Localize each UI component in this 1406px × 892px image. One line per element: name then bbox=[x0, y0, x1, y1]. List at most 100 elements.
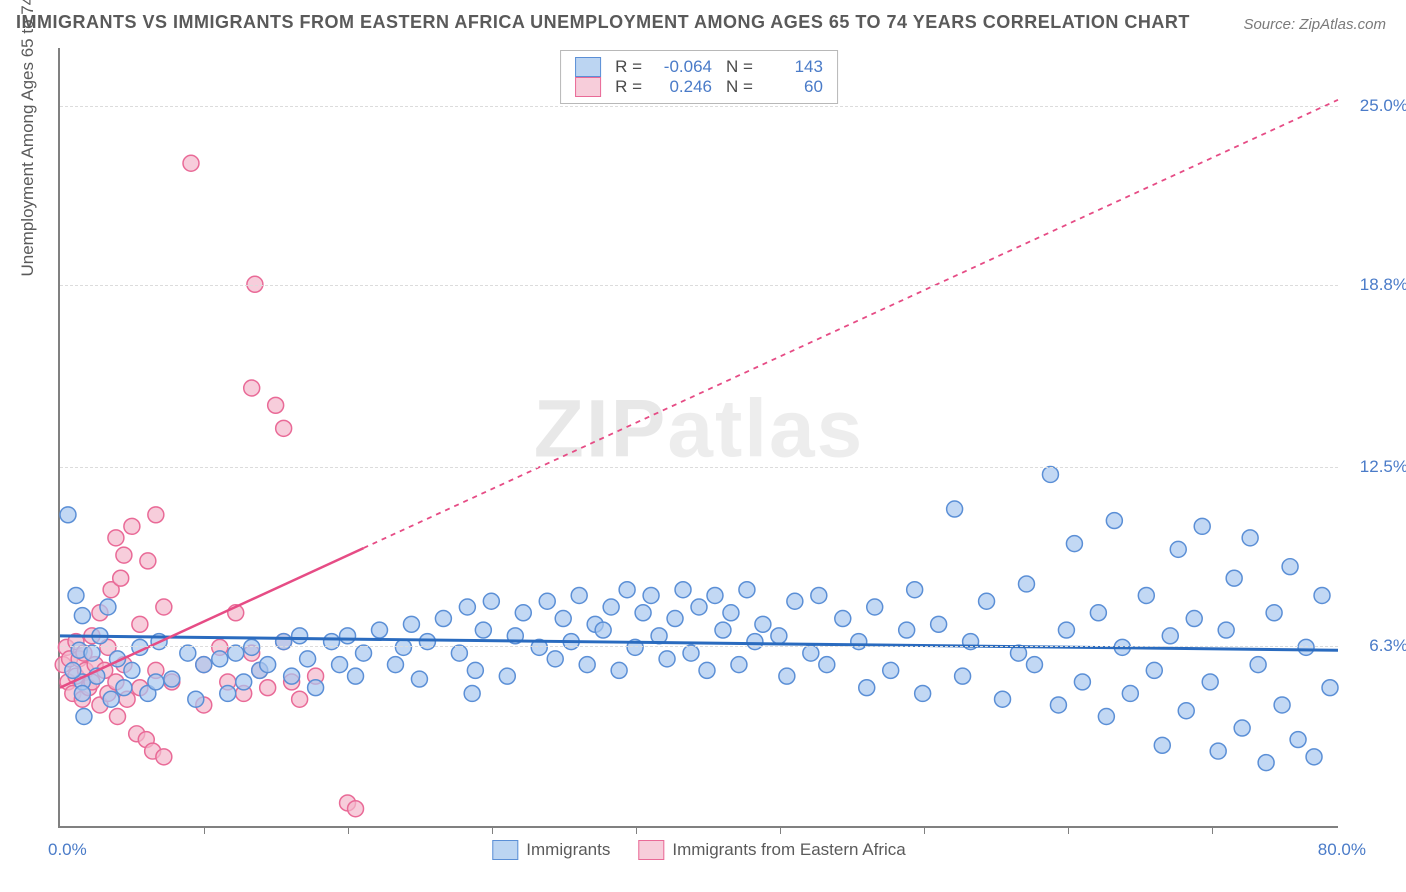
data-point bbox=[348, 801, 364, 817]
data-point bbox=[124, 662, 140, 678]
data-point bbox=[340, 628, 356, 644]
data-point bbox=[1122, 685, 1138, 701]
data-point bbox=[979, 593, 995, 609]
data-point bbox=[113, 570, 129, 586]
data-point bbox=[467, 662, 483, 678]
data-point bbox=[459, 599, 475, 615]
data-point bbox=[244, 380, 260, 396]
chart-plot-area: ZIPatlas R = -0.064 N = 143 R = 0.246 N … bbox=[58, 48, 1338, 828]
data-point bbox=[859, 680, 875, 696]
data-point bbox=[276, 420, 292, 436]
data-point bbox=[643, 588, 659, 604]
data-point bbox=[1322, 680, 1338, 696]
data-point bbox=[188, 691, 204, 707]
y-tick-label: 12.5% bbox=[1360, 457, 1406, 477]
data-point bbox=[244, 639, 260, 655]
legend-swatch-1 bbox=[492, 840, 518, 860]
data-point bbox=[699, 662, 715, 678]
data-point bbox=[747, 634, 763, 650]
data-point bbox=[65, 662, 81, 678]
data-point bbox=[1106, 513, 1122, 529]
data-point bbox=[356, 645, 372, 661]
data-point bbox=[635, 605, 651, 621]
data-point bbox=[883, 662, 899, 678]
data-point bbox=[867, 599, 883, 615]
data-point bbox=[955, 668, 971, 684]
data-point bbox=[931, 616, 947, 632]
legend-label-1: Immigrants bbox=[526, 840, 610, 860]
legend-item-2: Immigrants from Eastern Africa bbox=[638, 840, 905, 860]
x-tick bbox=[780, 826, 781, 834]
data-point bbox=[1019, 576, 1035, 592]
x-tick bbox=[204, 826, 205, 834]
x-axis-max-label: 80.0% bbox=[1318, 840, 1366, 860]
data-point bbox=[116, 680, 132, 696]
data-point bbox=[140, 553, 156, 569]
data-point bbox=[723, 605, 739, 621]
data-point bbox=[183, 155, 199, 171]
data-point bbox=[1218, 622, 1234, 638]
data-point bbox=[739, 582, 755, 598]
n-value-1: 143 bbox=[767, 57, 823, 77]
legend: Immigrants Immigrants from Eastern Afric… bbox=[492, 840, 905, 860]
data-point bbox=[276, 634, 292, 650]
data-point bbox=[148, 674, 164, 690]
data-point bbox=[1098, 709, 1114, 725]
scatter-svg bbox=[60, 48, 1338, 826]
swatch-series-2 bbox=[575, 77, 601, 97]
data-point bbox=[395, 639, 411, 655]
data-point bbox=[110, 709, 126, 725]
trend-line-eastern-africa-dashed bbox=[364, 100, 1338, 548]
data-point bbox=[1242, 530, 1258, 546]
data-point bbox=[579, 657, 595, 673]
data-point bbox=[611, 662, 627, 678]
legend-swatch-2 bbox=[638, 840, 664, 860]
correlation-stats-box: R = -0.064 N = 143 R = 0.246 N = 60 bbox=[560, 50, 838, 104]
stats-row-series-1: R = -0.064 N = 143 bbox=[575, 57, 823, 77]
data-point bbox=[1074, 674, 1090, 690]
data-point bbox=[464, 685, 480, 701]
stats-row-series-2: R = 0.246 N = 60 bbox=[575, 77, 823, 97]
y-tick-label: 18.8% bbox=[1360, 275, 1406, 295]
data-point bbox=[683, 645, 699, 661]
data-point bbox=[1290, 732, 1306, 748]
x-tick bbox=[348, 826, 349, 834]
data-point bbox=[675, 582, 691, 598]
data-point bbox=[1258, 755, 1274, 771]
data-point bbox=[1306, 749, 1322, 765]
data-point bbox=[308, 680, 324, 696]
data-point bbox=[411, 671, 427, 687]
data-point bbox=[132, 616, 148, 632]
data-point bbox=[691, 599, 707, 615]
data-point bbox=[1194, 518, 1210, 534]
gridline bbox=[60, 106, 1338, 107]
data-point bbox=[1170, 541, 1186, 557]
data-point bbox=[475, 622, 491, 638]
data-point bbox=[659, 651, 675, 667]
data-point bbox=[811, 588, 827, 604]
data-point bbox=[124, 518, 140, 534]
legend-label-2: Immigrants from Eastern Africa bbox=[672, 840, 905, 860]
data-point bbox=[1202, 674, 1218, 690]
data-point bbox=[483, 593, 499, 609]
data-point bbox=[1154, 737, 1170, 753]
data-point bbox=[1090, 605, 1106, 621]
data-point bbox=[755, 616, 771, 632]
data-point bbox=[779, 668, 795, 684]
data-point bbox=[1138, 588, 1154, 604]
data-point bbox=[292, 691, 308, 707]
data-point bbox=[555, 611, 571, 627]
data-point bbox=[1026, 657, 1042, 673]
data-point bbox=[1282, 559, 1298, 575]
x-tick bbox=[492, 826, 493, 834]
data-point bbox=[667, 611, 683, 627]
gridline bbox=[60, 467, 1338, 468]
data-point bbox=[947, 501, 963, 517]
y-tick-label: 6.3% bbox=[1369, 636, 1406, 656]
data-point bbox=[1186, 611, 1202, 627]
data-point bbox=[403, 616, 419, 632]
data-point bbox=[851, 634, 867, 650]
data-point bbox=[220, 685, 236, 701]
data-point bbox=[228, 645, 244, 661]
data-point bbox=[268, 397, 284, 413]
